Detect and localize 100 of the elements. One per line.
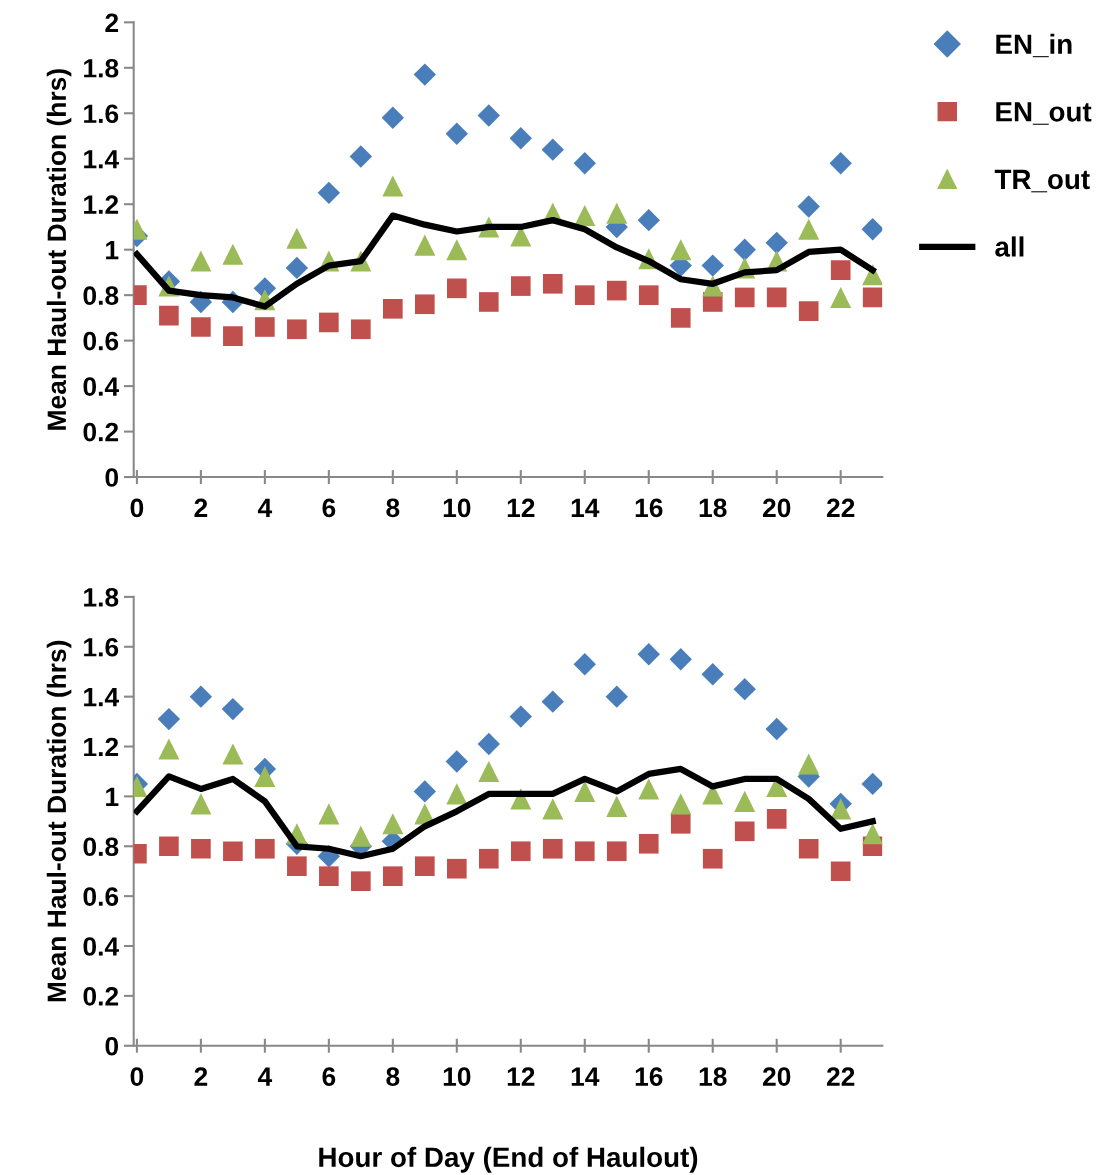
y-tick-label: 1.4 bbox=[84, 688, 119, 707]
x-tick-label: 10 bbox=[443, 498, 471, 518]
x-tick-label: 2 bbox=[194, 1067, 208, 1086]
x-tick-label: 20 bbox=[762, 1067, 791, 1086]
y-tick-label: 0.4 bbox=[83, 377, 119, 396]
point bbox=[861, 218, 883, 241]
x-tick-label: 18 bbox=[699, 498, 727, 518]
y-tick-label: 0.6 bbox=[83, 331, 119, 351]
point bbox=[510, 841, 531, 862]
point bbox=[766, 287, 787, 308]
point bbox=[286, 227, 308, 249]
point bbox=[797, 195, 820, 218]
point bbox=[477, 732, 500, 756]
x-tick-label: 0 bbox=[130, 1067, 144, 1086]
point bbox=[701, 254, 724, 277]
point bbox=[510, 276, 531, 296]
point bbox=[223, 841, 243, 862]
point bbox=[159, 305, 179, 326]
point bbox=[862, 823, 883, 845]
point bbox=[255, 317, 275, 337]
point bbox=[701, 663, 724, 686]
point bbox=[637, 643, 660, 666]
point bbox=[383, 298, 403, 319]
point bbox=[861, 772, 883, 796]
point bbox=[221, 697, 245, 721]
point bbox=[798, 838, 819, 859]
point bbox=[382, 813, 404, 835]
y-tick-label: 1 bbox=[106, 787, 119, 806]
point bbox=[637, 208, 660, 232]
point bbox=[829, 152, 852, 175]
legend-label: EN_out bbox=[996, 102, 1092, 125]
y-tick-label: 0.6 bbox=[83, 887, 119, 906]
point bbox=[414, 234, 436, 256]
point bbox=[541, 138, 564, 161]
point bbox=[350, 825, 372, 847]
point bbox=[734, 790, 756, 812]
point bbox=[159, 836, 179, 857]
y-tick-label: 2 bbox=[105, 13, 119, 32]
point bbox=[542, 273, 563, 294]
y-tick-label: 0.2 bbox=[83, 422, 119, 442]
point bbox=[477, 104, 500, 127]
point bbox=[606, 841, 627, 862]
y-tick-label: 0.8 bbox=[83, 837, 119, 857]
point bbox=[798, 301, 819, 321]
point bbox=[765, 231, 788, 255]
point bbox=[573, 152, 596, 175]
x-tick-label: 8 bbox=[386, 498, 400, 518]
point bbox=[319, 312, 339, 333]
x-tick-label: 16 bbox=[635, 1067, 663, 1086]
point bbox=[574, 285, 595, 305]
point bbox=[191, 838, 211, 859]
x-tick-label: 12 bbox=[507, 1067, 535, 1086]
x-tick-label: 20 bbox=[762, 498, 791, 518]
x-tick-label: 0 bbox=[130, 498, 144, 518]
x-tick-label: 12 bbox=[507, 498, 535, 518]
point bbox=[222, 243, 244, 265]
point bbox=[670, 793, 692, 815]
point bbox=[798, 753, 820, 775]
point bbox=[254, 765, 276, 787]
point bbox=[157, 707, 181, 731]
point bbox=[349, 145, 373, 168]
y-tick-label: 0.4 bbox=[83, 937, 119, 956]
x-tick-label: 4 bbox=[257, 1067, 273, 1086]
point bbox=[509, 705, 532, 728]
point bbox=[351, 871, 371, 891]
point bbox=[830, 798, 852, 820]
point bbox=[734, 821, 755, 842]
point bbox=[542, 838, 563, 859]
point bbox=[542, 798, 564, 820]
point bbox=[830, 260, 851, 280]
point bbox=[638, 778, 660, 800]
point bbox=[573, 653, 596, 676]
point bbox=[190, 250, 212, 272]
point bbox=[509, 127, 532, 150]
y-tick-label: 1 bbox=[106, 241, 119, 260]
point bbox=[446, 783, 468, 805]
x-tick-label: 16 bbox=[635, 498, 663, 518]
x-tick-label: 4 bbox=[257, 498, 273, 518]
point bbox=[830, 861, 851, 882]
point bbox=[381, 106, 405, 130]
y-tick-label: 1.8 bbox=[84, 58, 119, 78]
point bbox=[734, 287, 755, 308]
point bbox=[766, 809, 787, 829]
x-tick-label: 10 bbox=[443, 1067, 471, 1086]
point bbox=[287, 856, 307, 877]
point bbox=[191, 317, 211, 337]
point bbox=[606, 280, 627, 301]
point bbox=[318, 803, 340, 825]
y-axis-title: Mean Haul-out Duration (hrs) bbox=[46, 69, 72, 430]
point bbox=[830, 286, 852, 308]
point bbox=[382, 175, 404, 197]
legend-label: EN_in bbox=[996, 33, 1072, 58]
x-tick-label: 18 bbox=[699, 1067, 727, 1086]
point bbox=[222, 743, 244, 765]
point bbox=[541, 690, 564, 713]
y-tick-label: 1.6 bbox=[84, 637, 119, 657]
y-tick-label: 1.2 bbox=[84, 737, 119, 757]
x-tick-label: 22 bbox=[826, 1067, 855, 1086]
x-tick-label: 6 bbox=[322, 1067, 336, 1086]
point bbox=[415, 294, 435, 315]
